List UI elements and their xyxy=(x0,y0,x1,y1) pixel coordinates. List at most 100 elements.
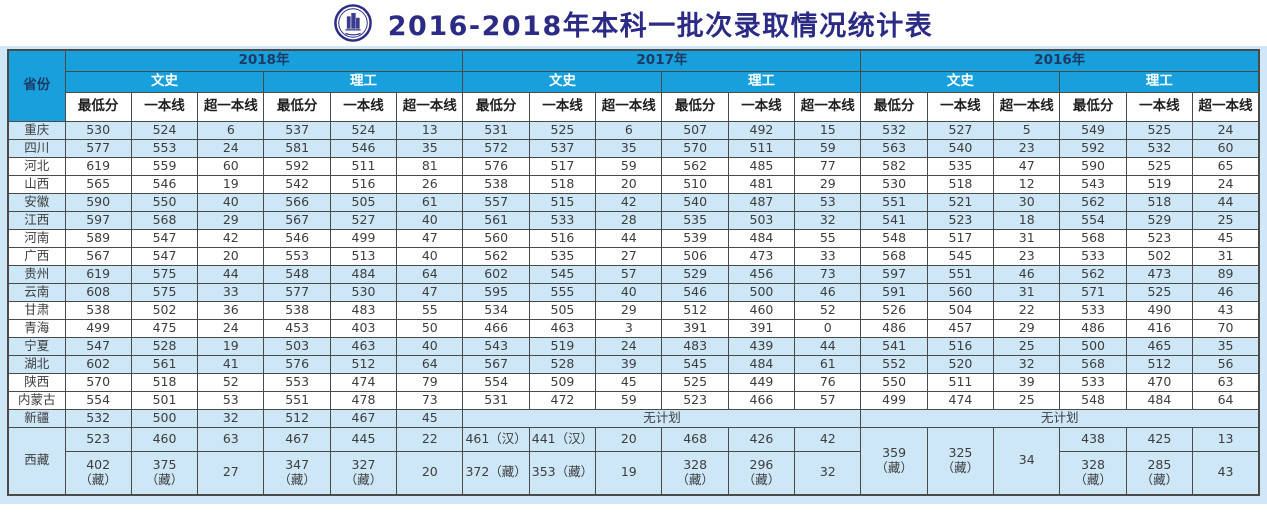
score-cell: 555 xyxy=(528,283,597,302)
metric-header: 最低分 xyxy=(263,92,331,122)
score-cell: 500 xyxy=(727,283,796,302)
metric-header: 最低分 xyxy=(860,92,928,122)
score-cell: 589 xyxy=(64,229,132,248)
metric-header-row: 最低分 一本线 超一本线 最低分 一本线 超一本线 最低分 一本线 超一本线 最… xyxy=(8,92,1260,122)
metric-header: 一本线 xyxy=(528,92,597,122)
metric-header: 一本线 xyxy=(329,92,398,122)
score-cell: 548 xyxy=(1059,391,1127,410)
track-header-ligong: 理工 xyxy=(1059,71,1260,93)
score-cell: 577 xyxy=(64,139,132,158)
score-cell: 60 xyxy=(1192,139,1260,158)
score-cell: 475 xyxy=(130,319,199,338)
score-cell: 43 xyxy=(1192,451,1260,495)
score-cell: 568 xyxy=(1059,229,1127,248)
score-cell: 500 xyxy=(1059,337,1127,356)
score-cell: 542 xyxy=(263,175,331,194)
province-cell: 西藏 xyxy=(7,427,66,495)
metric-header: 一本线 xyxy=(1125,92,1194,122)
province-cell: 江西 xyxy=(7,211,66,230)
score-cell: 473 xyxy=(727,247,796,266)
score-cell: 45 xyxy=(1192,229,1260,248)
score-cell: 50 xyxy=(396,319,464,338)
score-cell: 516 xyxy=(329,175,398,194)
score-cell: 465 xyxy=(1125,337,1194,356)
score-cell: 507 xyxy=(661,121,729,140)
table-row: 甘肃 538 502 36 538 483 55 534 505 29 512 460 52 526 504… xyxy=(7,301,1260,320)
score-cell: 24 xyxy=(1192,121,1260,140)
score-cell: 32 xyxy=(993,355,1061,374)
score-cell: 79 xyxy=(396,373,464,392)
score-cell: 561 xyxy=(462,211,530,230)
score-cell: 499 xyxy=(860,391,928,410)
score-cell: 41 xyxy=(197,355,265,374)
score-cell: 504 xyxy=(926,301,995,320)
score-cell: 519 xyxy=(1125,175,1194,194)
metric-header: 最低分 xyxy=(462,92,530,122)
score-cell: 505 xyxy=(528,301,597,320)
score-cell: 619 xyxy=(64,265,132,284)
score-cell: 576 xyxy=(263,355,331,374)
score-cell: 595 xyxy=(462,283,530,302)
year-header-2017: 2017年 xyxy=(462,49,862,72)
score-cell: 499 xyxy=(64,319,132,338)
score-cell: 487 xyxy=(727,193,796,212)
province-cell: 陕西 xyxy=(7,373,66,392)
score-cell: 439 xyxy=(727,337,796,356)
score-cell: 47 xyxy=(396,229,464,248)
score-cell: 512 xyxy=(329,355,398,374)
score-cell: 484 xyxy=(329,265,398,284)
score-cell: 478 xyxy=(329,391,398,410)
score-cell: 567 xyxy=(64,247,132,266)
score-cell: 81 xyxy=(396,157,464,176)
score-cell: 535 xyxy=(661,211,729,230)
score-cell: 42 xyxy=(197,229,265,248)
score-cell: 61 xyxy=(396,193,464,212)
page-header: 2016-2018年本科一批次录取情况统计表 xyxy=(0,0,1267,46)
score-cell: 40 xyxy=(396,337,464,356)
score-cell: 568 xyxy=(860,247,928,266)
score-cell: 59 xyxy=(595,157,663,176)
track-header-wenshi: 文史 xyxy=(64,71,265,93)
score-cell: 39 xyxy=(993,373,1061,392)
score-cell: 484 xyxy=(727,229,796,248)
score-cell: 31 xyxy=(1192,247,1260,266)
score-cell: 546 xyxy=(329,139,398,158)
score-cell: 20 xyxy=(595,427,663,452)
table-row: 西藏 523 460 63 467 445 22 461（汉） 441（汉） 20 468 426 42… xyxy=(7,427,1260,495)
score-cell: 64 xyxy=(396,355,464,374)
score-cell: 511 xyxy=(329,157,398,176)
score-cell: 517 xyxy=(926,229,995,248)
score-cell: 592 xyxy=(263,157,331,176)
score-cell: 25 xyxy=(993,337,1061,356)
score-cell: 608 xyxy=(64,283,132,302)
score-cell: 533 xyxy=(1059,301,1127,320)
province-cell: 重庆 xyxy=(7,121,66,140)
score-cell: 546 xyxy=(263,229,331,248)
score-cell: 554 xyxy=(64,391,132,410)
metric-header: 一本线 xyxy=(926,92,995,122)
metric-header: 超一本线 xyxy=(396,92,464,122)
score-cell: 562 xyxy=(1059,193,1127,212)
score-cell: 35 xyxy=(595,139,663,158)
score-cell: 42 xyxy=(794,427,862,452)
score-cell: 46 xyxy=(794,283,862,302)
score-cell: 24 xyxy=(197,139,265,158)
score-cell: 353（藏） xyxy=(528,451,597,495)
score-cell: 567 xyxy=(462,355,530,374)
score-cell: 553 xyxy=(130,139,199,158)
score-cell: 572 xyxy=(462,139,530,158)
score-cell: 528 xyxy=(130,337,199,356)
table-row: 湖北 602 561 41 576 512 64 567 528 39 545 484 61 552 520… xyxy=(7,355,1260,374)
score-cell: 533 xyxy=(1059,247,1127,266)
score-cell: 499 xyxy=(329,229,398,248)
score-cell: 515 xyxy=(528,193,597,212)
score-cell: 467 xyxy=(329,409,398,428)
page-title: 2016-2018年本科一批次录取情况统计表 xyxy=(387,10,934,42)
score-cell: 19 xyxy=(197,337,265,356)
score-cell: 554 xyxy=(1059,211,1127,230)
score-cell: 592 xyxy=(1059,139,1127,158)
track-header-ligong: 理工 xyxy=(661,71,862,93)
score-cell: 460 xyxy=(130,427,199,452)
score-cell: 581 xyxy=(263,139,331,158)
score-cell: 619 xyxy=(64,157,132,176)
